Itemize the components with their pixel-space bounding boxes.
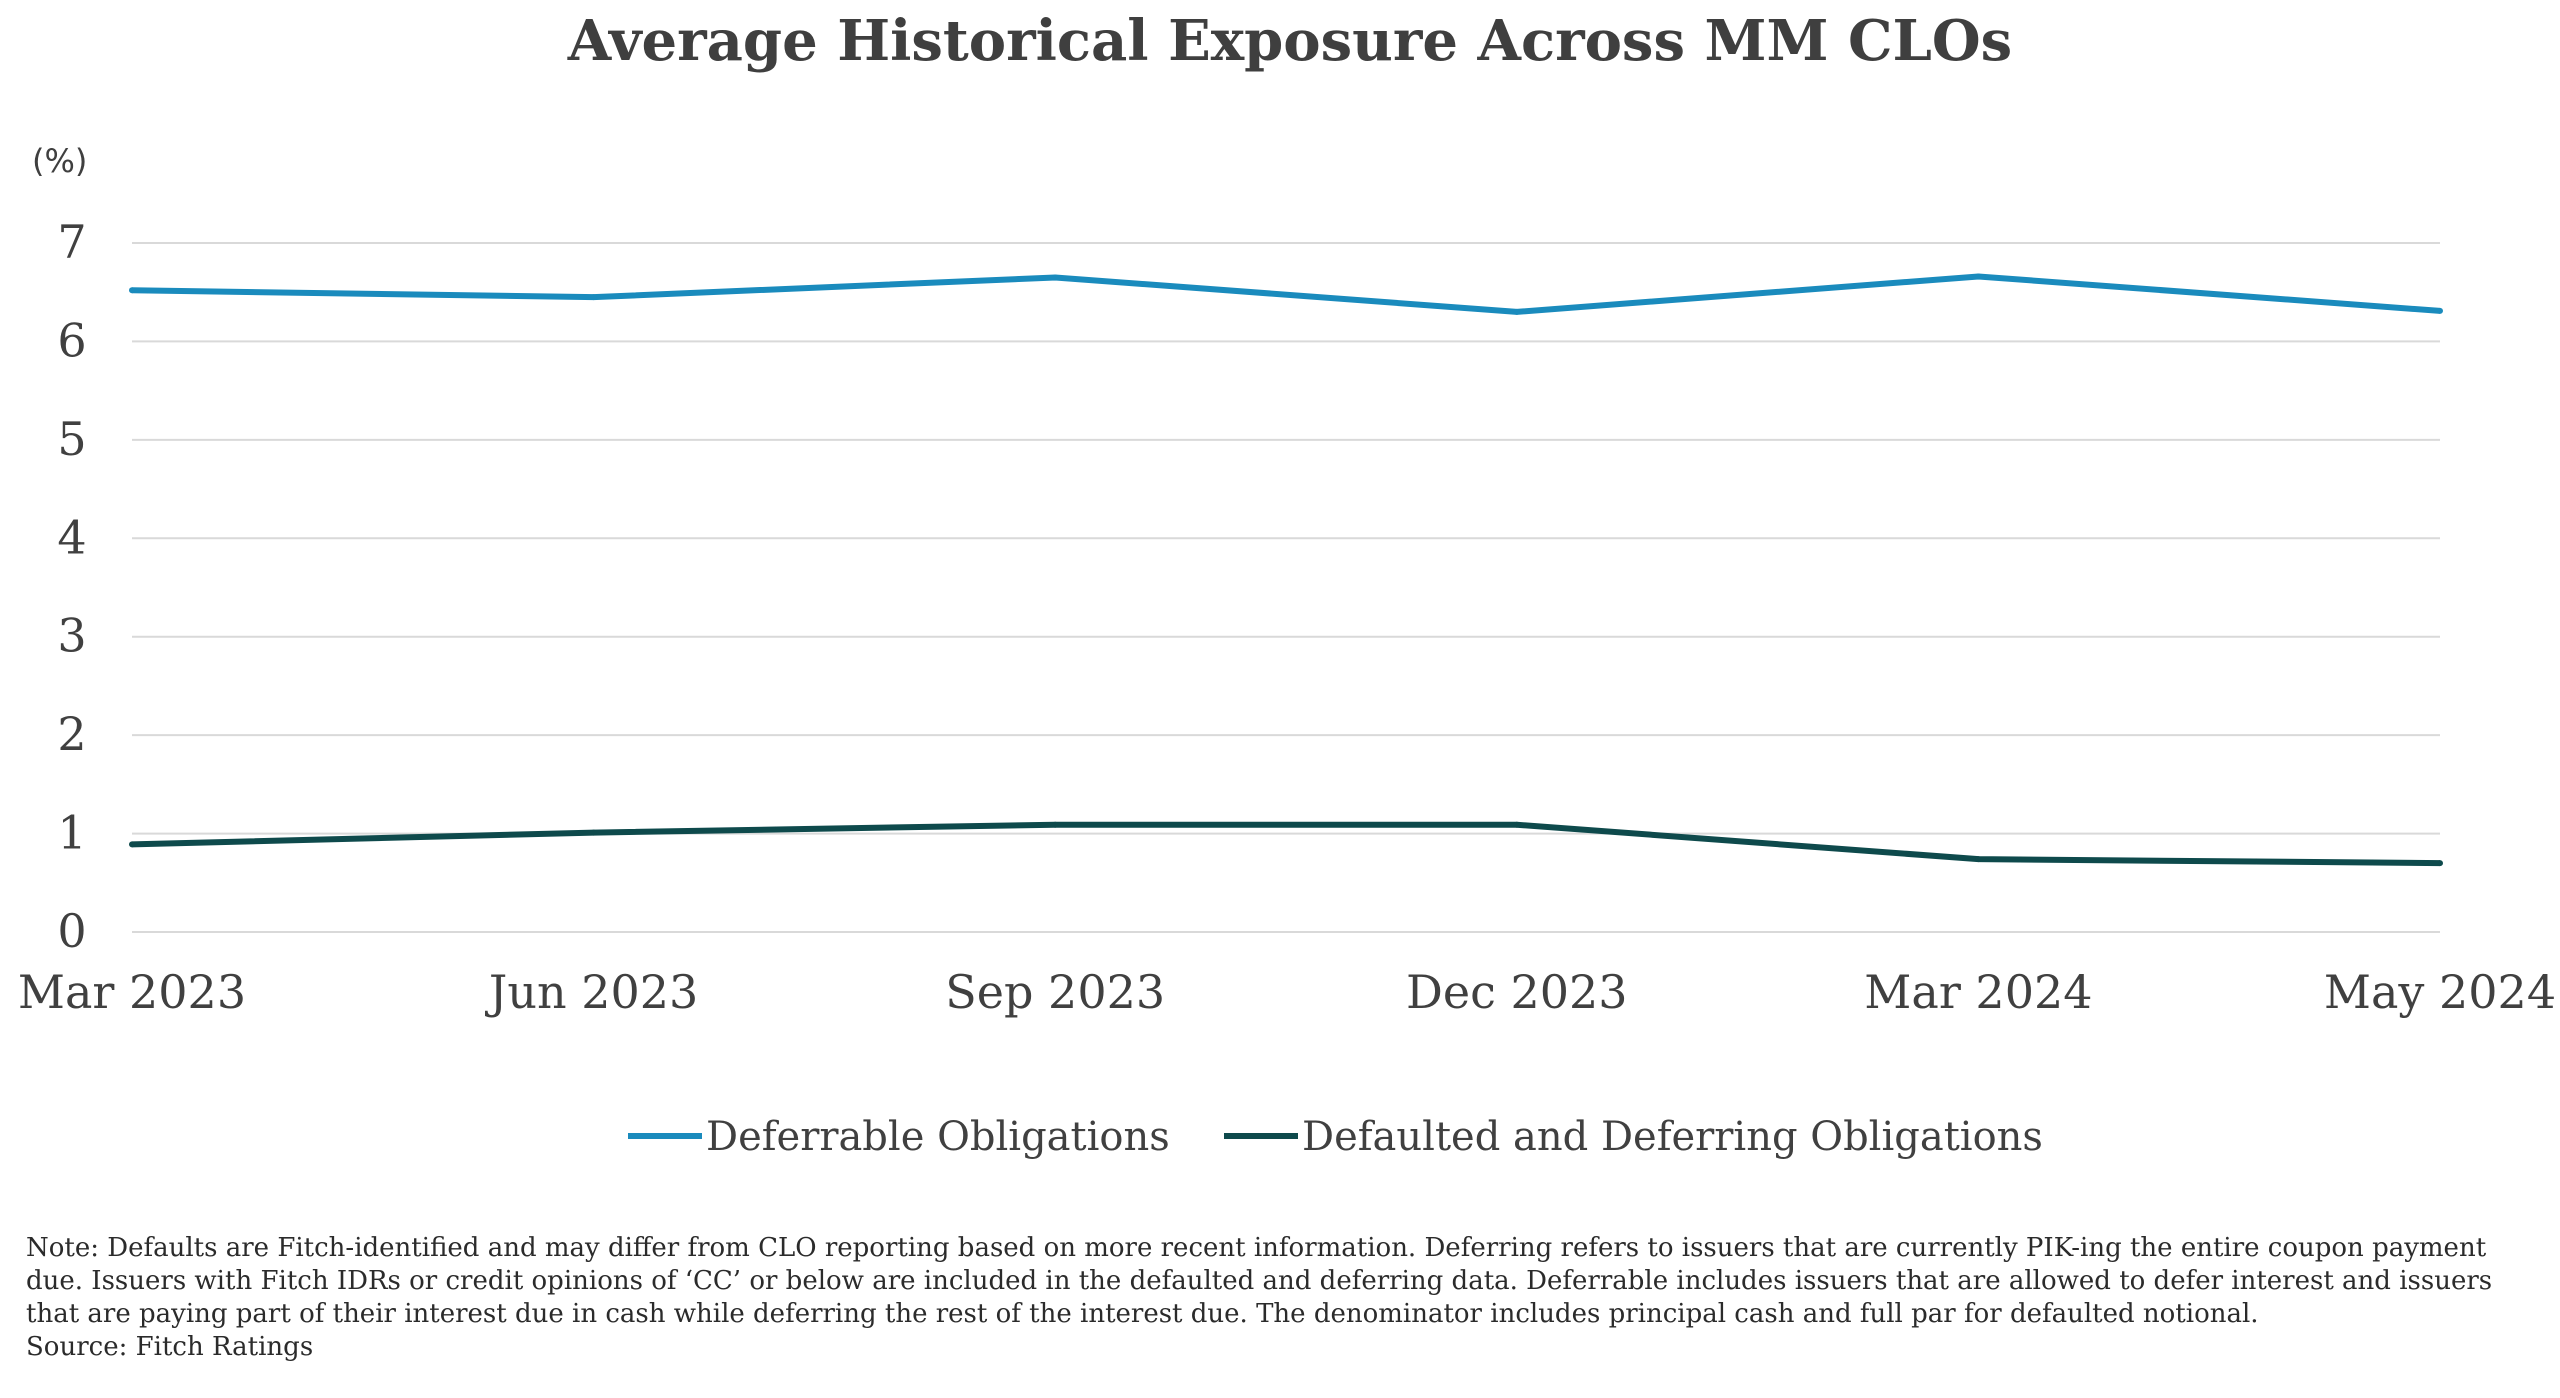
y-tick-label: 1 [57,806,86,860]
legend: Deferrable Obligations Defaulted and Defe… [628,1114,2043,1160]
data-point [590,294,597,301]
data-point [1513,308,1520,315]
note-text: Note: Defaults are Fitch-identified and … [26,1233,2493,1329]
y-axis-ticks: 0 1 2 3 4 5 6 7 [57,215,86,958]
y-tick-label: 4 [57,510,86,564]
legend-label-2: Defaulted and Deferring Obligations [1302,1114,2043,1160]
series-line-2 [131,821,2441,867]
legend-label-1: Deferrable Obligations [706,1114,1170,1160]
x-tick-label: Jun 2023 [485,965,698,1019]
x-tick-label: Sep 2023 [945,965,1165,1019]
gridlines [132,242,2440,933]
data-point [1513,821,1520,828]
chart-title: Average Historical Exposure Across MM CL… [567,8,2012,74]
y-tick-label: 7 [57,215,86,269]
footnote: Note: Defaults are Fitch-identified and … [26,1232,2536,1364]
x-tick-label: Mar 2023 [18,965,246,1019]
data-point [2437,860,2443,867]
data-point [1052,821,1059,828]
x-tick-label: May 2024 [2324,965,2556,1019]
y-axis-unit-label: (%) [32,142,87,180]
x-axis-ticks: Mar 2023 Jun 2023 Sep 2023 Dec 2023 Mar 2024… [18,965,2556,1019]
y-tick-label: 3 [57,609,86,663]
y-tick-label: 0 [57,904,86,958]
source-text: Source: Fitch Ratings [26,1332,314,1362]
data-point [129,287,135,294]
x-tick-label: Mar 2024 [1864,965,2092,1019]
data-point [129,841,135,848]
y-tick-label: 5 [57,412,86,466]
y-tick-label: 6 [57,313,86,367]
series-lines [129,273,2443,867]
y-tick-label: 2 [57,707,86,761]
data-point [1052,274,1059,281]
x-tick-label: Dec 2023 [1406,965,1628,1019]
data-point [1975,856,1982,863]
data-point [1975,273,1982,280]
data-point [590,829,597,836]
series-line-1 [131,273,2441,315]
data-point [2437,307,2443,314]
